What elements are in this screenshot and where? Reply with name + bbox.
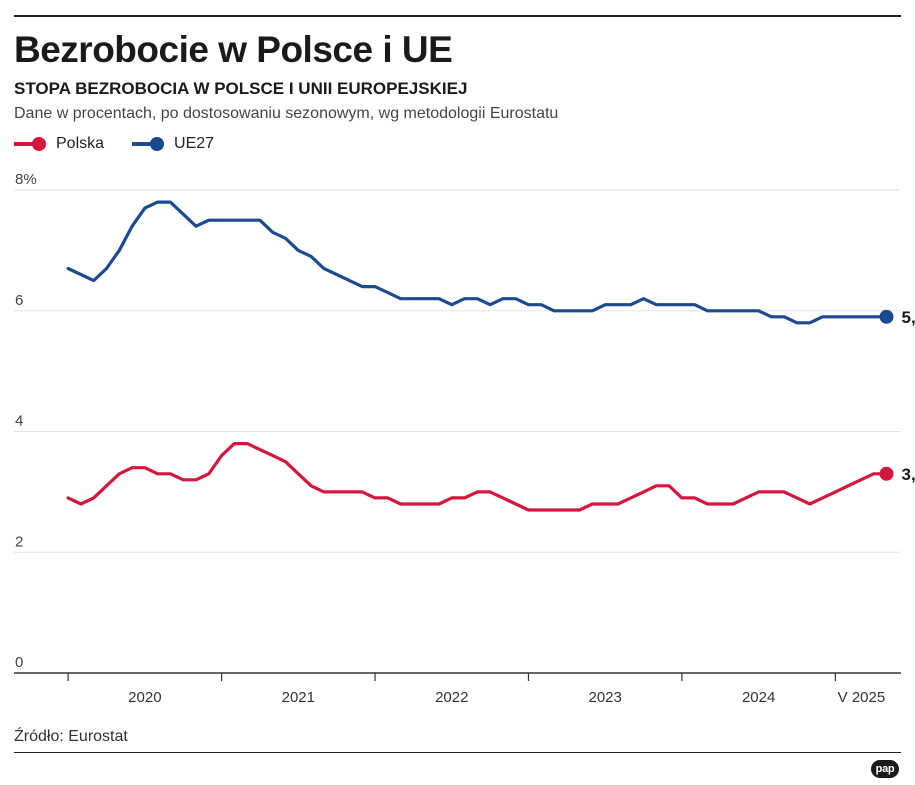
legend-dot-polska xyxy=(32,137,46,151)
end-point-polska xyxy=(879,466,894,481)
legend-item-polska: Polska xyxy=(14,135,104,153)
series-line-polska xyxy=(66,442,889,512)
legend-dot-ue27 xyxy=(150,137,165,151)
x-tick-label: 2022 xyxy=(435,689,468,706)
legend-item-ue27: UE27 xyxy=(132,135,214,153)
legend-label-ue27: UE27 xyxy=(174,135,215,152)
chart-note: Dane w procentach, po dostosowaniu sezon… xyxy=(14,105,559,122)
legend-line-polska xyxy=(14,142,40,146)
x-tick-label: 2023 xyxy=(589,689,622,706)
y-tick-label: 8% xyxy=(15,171,37,188)
chart-title: Bezrobocie w Polsce i UE xyxy=(14,29,453,70)
x-tick-label: 2024 xyxy=(742,689,775,706)
legend: Polska UE27 xyxy=(14,134,242,154)
bottom-rule xyxy=(14,752,901,753)
y-tick-label: 0 xyxy=(15,654,23,671)
legend-swatch-ue27 xyxy=(132,136,165,152)
x-tick-label: V 2025 xyxy=(838,689,886,706)
top-rule xyxy=(14,15,901,17)
series-line-ue27 xyxy=(66,200,889,325)
end-value-label-polska: 3,3 xyxy=(902,465,915,484)
x-tick-label: 2020 xyxy=(128,689,161,706)
legend-label-polska: Polska xyxy=(56,135,105,152)
x-tick-label: 2021 xyxy=(282,689,315,706)
source-note: Źródło: Eurostat xyxy=(14,728,128,745)
chart-subtitle: STOPA BEZROBOCIA W POLSCE I UNII EUROPEJ… xyxy=(14,79,468,98)
y-tick-label: 2 xyxy=(15,533,23,550)
legend-swatch-polska xyxy=(14,136,46,152)
end-point-ue27 xyxy=(879,309,894,324)
pap-logo: pap xyxy=(871,760,899,778)
end-value-label-ue27: 5,9 xyxy=(902,308,915,327)
legend-line-ue27 xyxy=(132,142,159,146)
y-tick-label: 6 xyxy=(15,292,23,309)
y-tick-label: 4 xyxy=(15,413,23,430)
